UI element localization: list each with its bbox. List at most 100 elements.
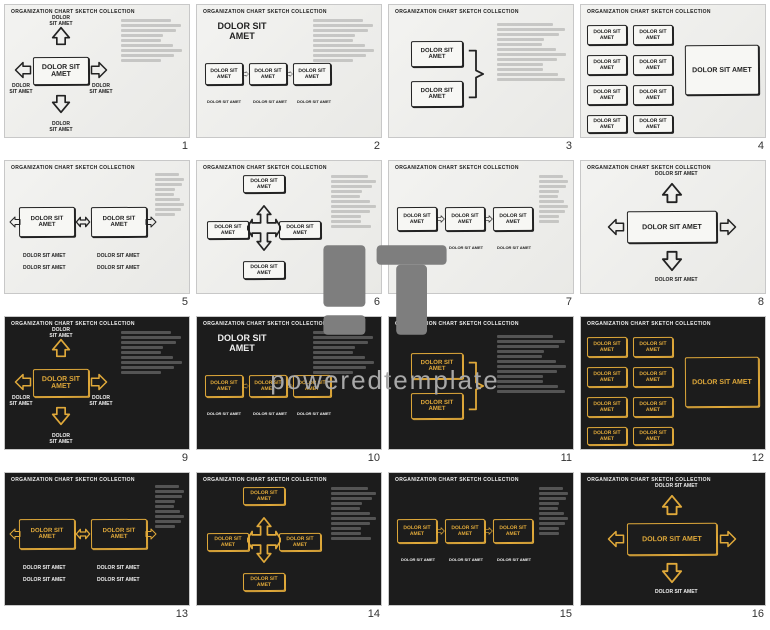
slide-number: 14 — [196, 606, 382, 620]
slide-header: ORGANIZATION CHART SKETCH COLLECTION — [11, 165, 135, 171]
label: DOLOR SIT AMET — [401, 245, 435, 250]
slide-number: 9 — [4, 450, 190, 464]
label: DOLOR SIT AMET — [23, 265, 66, 271]
sketch-box: DOLOR SIT AMET — [411, 353, 463, 379]
slide-number: 10 — [196, 450, 382, 464]
slide-number: 12 — [580, 450, 766, 464]
label: DOLOR SIT AMET — [49, 433, 73, 445]
arrow-right-icon — [719, 529, 737, 549]
slide-cell[interactable]: ORGANIZATION CHART SKETCH COLLECTION DOLO… — [388, 472, 574, 620]
sketch-box: DOLOR SIT AMET — [633, 367, 673, 387]
slide-thumbnail: ORGANIZATION CHART SKETCH COLLECTIONDOLO… — [4, 472, 190, 606]
arrow-left-icon — [607, 529, 625, 549]
sketch-box: DOLOR SIT AMET — [33, 369, 89, 397]
arrow-right-icon — [437, 527, 445, 535]
slide-thumbnail: ORGANIZATION CHART SKETCH COLLECTIONDOLO… — [4, 4, 190, 138]
slide-cell[interactable]: ORGANIZATION CHART SKETCH COLLECTIONDOLO… — [4, 4, 190, 152]
sketch-box: DOLOR SIT AMET — [587, 115, 627, 133]
slide-number: 5 — [4, 294, 190, 308]
sketch-box: DOLOR SIT AMET — [243, 573, 285, 591]
body-text — [539, 175, 569, 225]
sketch-box: DOLOR SIT AMET — [445, 519, 485, 543]
arrow-right-icon — [719, 217, 737, 237]
label: DOLOR SIT AMET — [401, 557, 435, 562]
slide-header: ORGANIZATION CHART SKETCH COLLECTION — [395, 477, 519, 483]
sketch-box: DOLOR SIT AMET — [411, 41, 463, 67]
label: DOLOR SIT AMET — [97, 565, 140, 571]
slide-thumbnail: ORGANIZATION CHART SKETCH COLLECTIONDOLO… — [580, 472, 766, 606]
label: DOLOR SIT AMET — [49, 327, 73, 339]
arrow-up-icon — [661, 493, 683, 517]
sketch-box: DOLOR SIT AMET — [411, 81, 463, 107]
label: DOLOR SIT AMET — [207, 99, 241, 104]
label: DOLOR SIT AMET — [49, 121, 73, 133]
label: DOLOR SIT AMET — [655, 589, 698, 595]
sketch-box: DOLOR SIT AMET — [91, 207, 147, 237]
slide-cell[interactable]: ORGANIZATION CHART SKETCH COLLECTIONDOLO… — [580, 160, 766, 308]
label: DOLOR SIT AMET — [23, 577, 66, 583]
hub-arrows-icon — [247, 201, 281, 255]
sketch-box: DOLOR SIT AMET — [587, 55, 627, 75]
sketch-box: DOLOR SIT AMET — [91, 519, 147, 549]
label: DOLOR SIT AMET — [655, 277, 698, 283]
slide-header: ORGANIZATION CHART SKETCH COLLECTION — [587, 321, 711, 327]
label: DOLOR SIT AMET — [655, 171, 698, 177]
body-text — [497, 23, 567, 83]
sketch-box: DOLOR SIT AMET — [627, 523, 717, 556]
slide-cell[interactable]: ORGANIZATION CHART SKETCH COLLECTION DOLO… — [388, 316, 574, 464]
arrow-left-icon — [9, 525, 21, 543]
label: DOLOR SIT AMET — [253, 99, 287, 104]
slide-cell[interactable]: ORGANIZATION CHART SKETCH COLLECTION DOLO… — [4, 160, 190, 308]
sketch-box: DOLOR SIT AMET — [493, 519, 533, 543]
sketch-box: DOLOR SIT AMET — [279, 533, 321, 551]
label: DOLOR SIT AMET — [655, 483, 698, 489]
slide-cell[interactable]: ORGANIZATION CHART SKETCH COLLECTIONDOLO… — [4, 316, 190, 464]
arrow-right-icon — [89, 373, 109, 391]
slide-cell[interactable]: ORGANIZATION CHART SKETCH COLLECTIONDOLO… — [580, 472, 766, 620]
sketch-box: DOLOR SIT AMET — [685, 45, 759, 96]
label: DOLOR SIT AMET — [97, 253, 140, 259]
slide-cell[interactable]: ORGANIZATION CHART SKETCH COLLECTIONDOLO… — [196, 472, 382, 620]
label: DOLOR SIT AMET — [49, 15, 73, 27]
slide-number: 6 — [196, 294, 382, 308]
slide-header: ORGANIZATION CHART SKETCH COLLECTION — [203, 165, 327, 171]
slide-header: ORGANIZATION CHART SKETCH COLLECTION — [203, 321, 327, 327]
slide-cell[interactable]: ORGANIZATION CHART SKETCH COLLECTION DOLO… — [196, 316, 382, 464]
slide-thumbnail: ORGANIZATION CHART SKETCH COLLECTION DOLO… — [196, 316, 382, 450]
body-text — [539, 487, 569, 537]
label: DOLOR SIT AMET — [89, 395, 113, 407]
arrow-left-icon — [13, 373, 33, 391]
slide-cell[interactable]: ORGANIZATION CHART SKETCH COLLECTION DOLO… — [580, 316, 766, 464]
slide-cell[interactable]: ORGANIZATION CHART SKETCH COLLECTION DOLO… — [196, 160, 382, 308]
sketch-box: DOLOR SIT AMET — [587, 397, 627, 417]
label: DOLOR SIT AMET — [207, 411, 241, 416]
slide-header: ORGANIZATION CHART SKETCH COLLECTION — [395, 321, 519, 327]
slide-thumbnail: ORGANIZATION CHART SKETCH COLLECTION DOLO… — [388, 316, 574, 450]
arrow-left-icon — [607, 217, 625, 237]
slide-cell[interactable]: ORGANIZATION CHART SKETCH COLLECTIONDOLO… — [196, 4, 382, 152]
arrow-down-icon — [51, 91, 71, 117]
body-text — [155, 173, 185, 218]
label: DOLOR SIT AMET — [449, 557, 483, 562]
slide-cell[interactable]: ORGANIZATION CHART SKETCH COLLECTIONDOLO… — [4, 472, 190, 620]
sketch-box: DOLOR SIT AMET — [243, 261, 285, 279]
arrow-left-icon — [9, 213, 21, 231]
sketch-box: DOLOR SIT AMET — [249, 63, 287, 85]
sketch-box: DOLOR SIT AMET — [493, 207, 533, 231]
label: DOLOR SIT AMET — [9, 395, 33, 407]
slide-cell[interactable]: ORGANIZATION CHART SKETCH COLLECTIONDOLO… — [580, 4, 766, 152]
slide-cell[interactable]: ORGANIZATION CHART SKETCH COLLECTIONDOLO… — [388, 160, 574, 308]
body-text — [313, 19, 375, 64]
sketch-box: DOLOR SIT AMET — [587, 367, 627, 387]
sketch-box: DOLOR SIT AMET — [633, 427, 673, 445]
slide-cell[interactable]: ORGANIZATION CHART SKETCH COLLECTIONDOLO… — [388, 4, 574, 152]
arrow-down-icon — [661, 561, 683, 585]
body-text — [331, 487, 377, 542]
label: DOLOR SIT AMET — [497, 245, 531, 250]
slide-thumbnail: ORGANIZATION CHART SKETCH COLLECTION DOLO… — [196, 160, 382, 294]
slide-thumbnail: ORGANIZATION CHART SKETCH COLLECTIONDOLO… — [196, 472, 382, 606]
sketch-box: DOLOR SIT AMET — [685, 357, 759, 408]
body-text — [155, 485, 185, 530]
body-text — [497, 335, 567, 395]
bracket-icon — [467, 357, 485, 415]
